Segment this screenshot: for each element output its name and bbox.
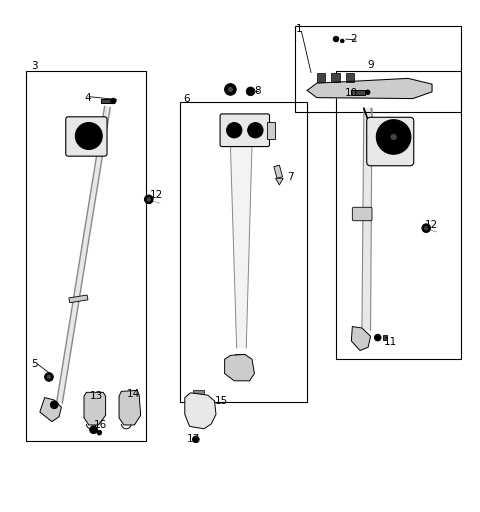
Polygon shape [119, 390, 141, 425]
Polygon shape [276, 178, 283, 185]
Circle shape [374, 334, 381, 341]
Circle shape [227, 122, 242, 138]
Bar [295, 26, 461, 112]
Circle shape [83, 130, 95, 142]
Bar [193, 390, 204, 399]
Text: 12: 12 [150, 189, 164, 200]
Circle shape [75, 122, 102, 150]
Bar [101, 98, 114, 103]
Circle shape [228, 87, 233, 92]
FancyBboxPatch shape [66, 117, 107, 156]
Polygon shape [225, 354, 254, 381]
Polygon shape [351, 327, 371, 351]
Bar [383, 335, 387, 340]
Text: 7: 7 [287, 172, 294, 182]
Text: 4: 4 [84, 93, 91, 102]
Circle shape [90, 426, 97, 434]
Bar [267, 121, 275, 139]
Circle shape [47, 375, 51, 379]
Text: 17: 17 [187, 434, 201, 444]
Text: 10: 10 [345, 88, 358, 98]
Polygon shape [40, 398, 61, 421]
Circle shape [365, 90, 370, 95]
FancyBboxPatch shape [220, 114, 270, 146]
Circle shape [376, 120, 411, 154]
Bar [317, 73, 325, 82]
Bar [274, 165, 283, 178]
Text: 9: 9 [367, 60, 374, 70]
Circle shape [225, 83, 236, 95]
Text: 1: 1 [296, 25, 303, 34]
Circle shape [147, 198, 151, 201]
Bar [346, 73, 354, 82]
Circle shape [422, 224, 431, 232]
Bar [235, 354, 245, 359]
Polygon shape [230, 144, 252, 348]
Text: 3: 3 [31, 61, 38, 71]
Circle shape [97, 430, 102, 435]
Circle shape [384, 127, 403, 146]
Text: 2: 2 [350, 34, 357, 44]
Text: 5: 5 [31, 359, 38, 369]
Circle shape [45, 373, 53, 381]
Text: 16: 16 [94, 420, 107, 430]
Polygon shape [84, 392, 106, 425]
Bar [336, 71, 461, 359]
Circle shape [340, 39, 344, 43]
Circle shape [192, 436, 199, 443]
Text: 12: 12 [425, 220, 438, 230]
Circle shape [391, 134, 396, 140]
Bar [26, 71, 146, 441]
Circle shape [50, 401, 58, 409]
Text: 6: 6 [183, 94, 190, 103]
Circle shape [144, 195, 153, 204]
Bar [331, 73, 340, 82]
Polygon shape [69, 295, 88, 303]
Bar [180, 102, 307, 402]
Circle shape [110, 98, 116, 104]
Circle shape [248, 122, 263, 138]
Text: 14: 14 [127, 389, 141, 399]
FancyBboxPatch shape [352, 207, 372, 221]
Polygon shape [185, 393, 216, 429]
Circle shape [252, 127, 259, 134]
Polygon shape [362, 108, 372, 330]
Bar [351, 90, 365, 95]
Text: 11: 11 [384, 337, 397, 348]
Circle shape [424, 226, 428, 230]
Polygon shape [307, 78, 432, 98]
Circle shape [333, 36, 339, 42]
Circle shape [246, 87, 255, 96]
FancyBboxPatch shape [367, 117, 414, 166]
Polygon shape [57, 106, 110, 403]
Text: 15: 15 [215, 396, 228, 406]
Text: 13: 13 [90, 391, 104, 401]
Text: 8: 8 [254, 87, 261, 96]
Circle shape [231, 127, 238, 134]
